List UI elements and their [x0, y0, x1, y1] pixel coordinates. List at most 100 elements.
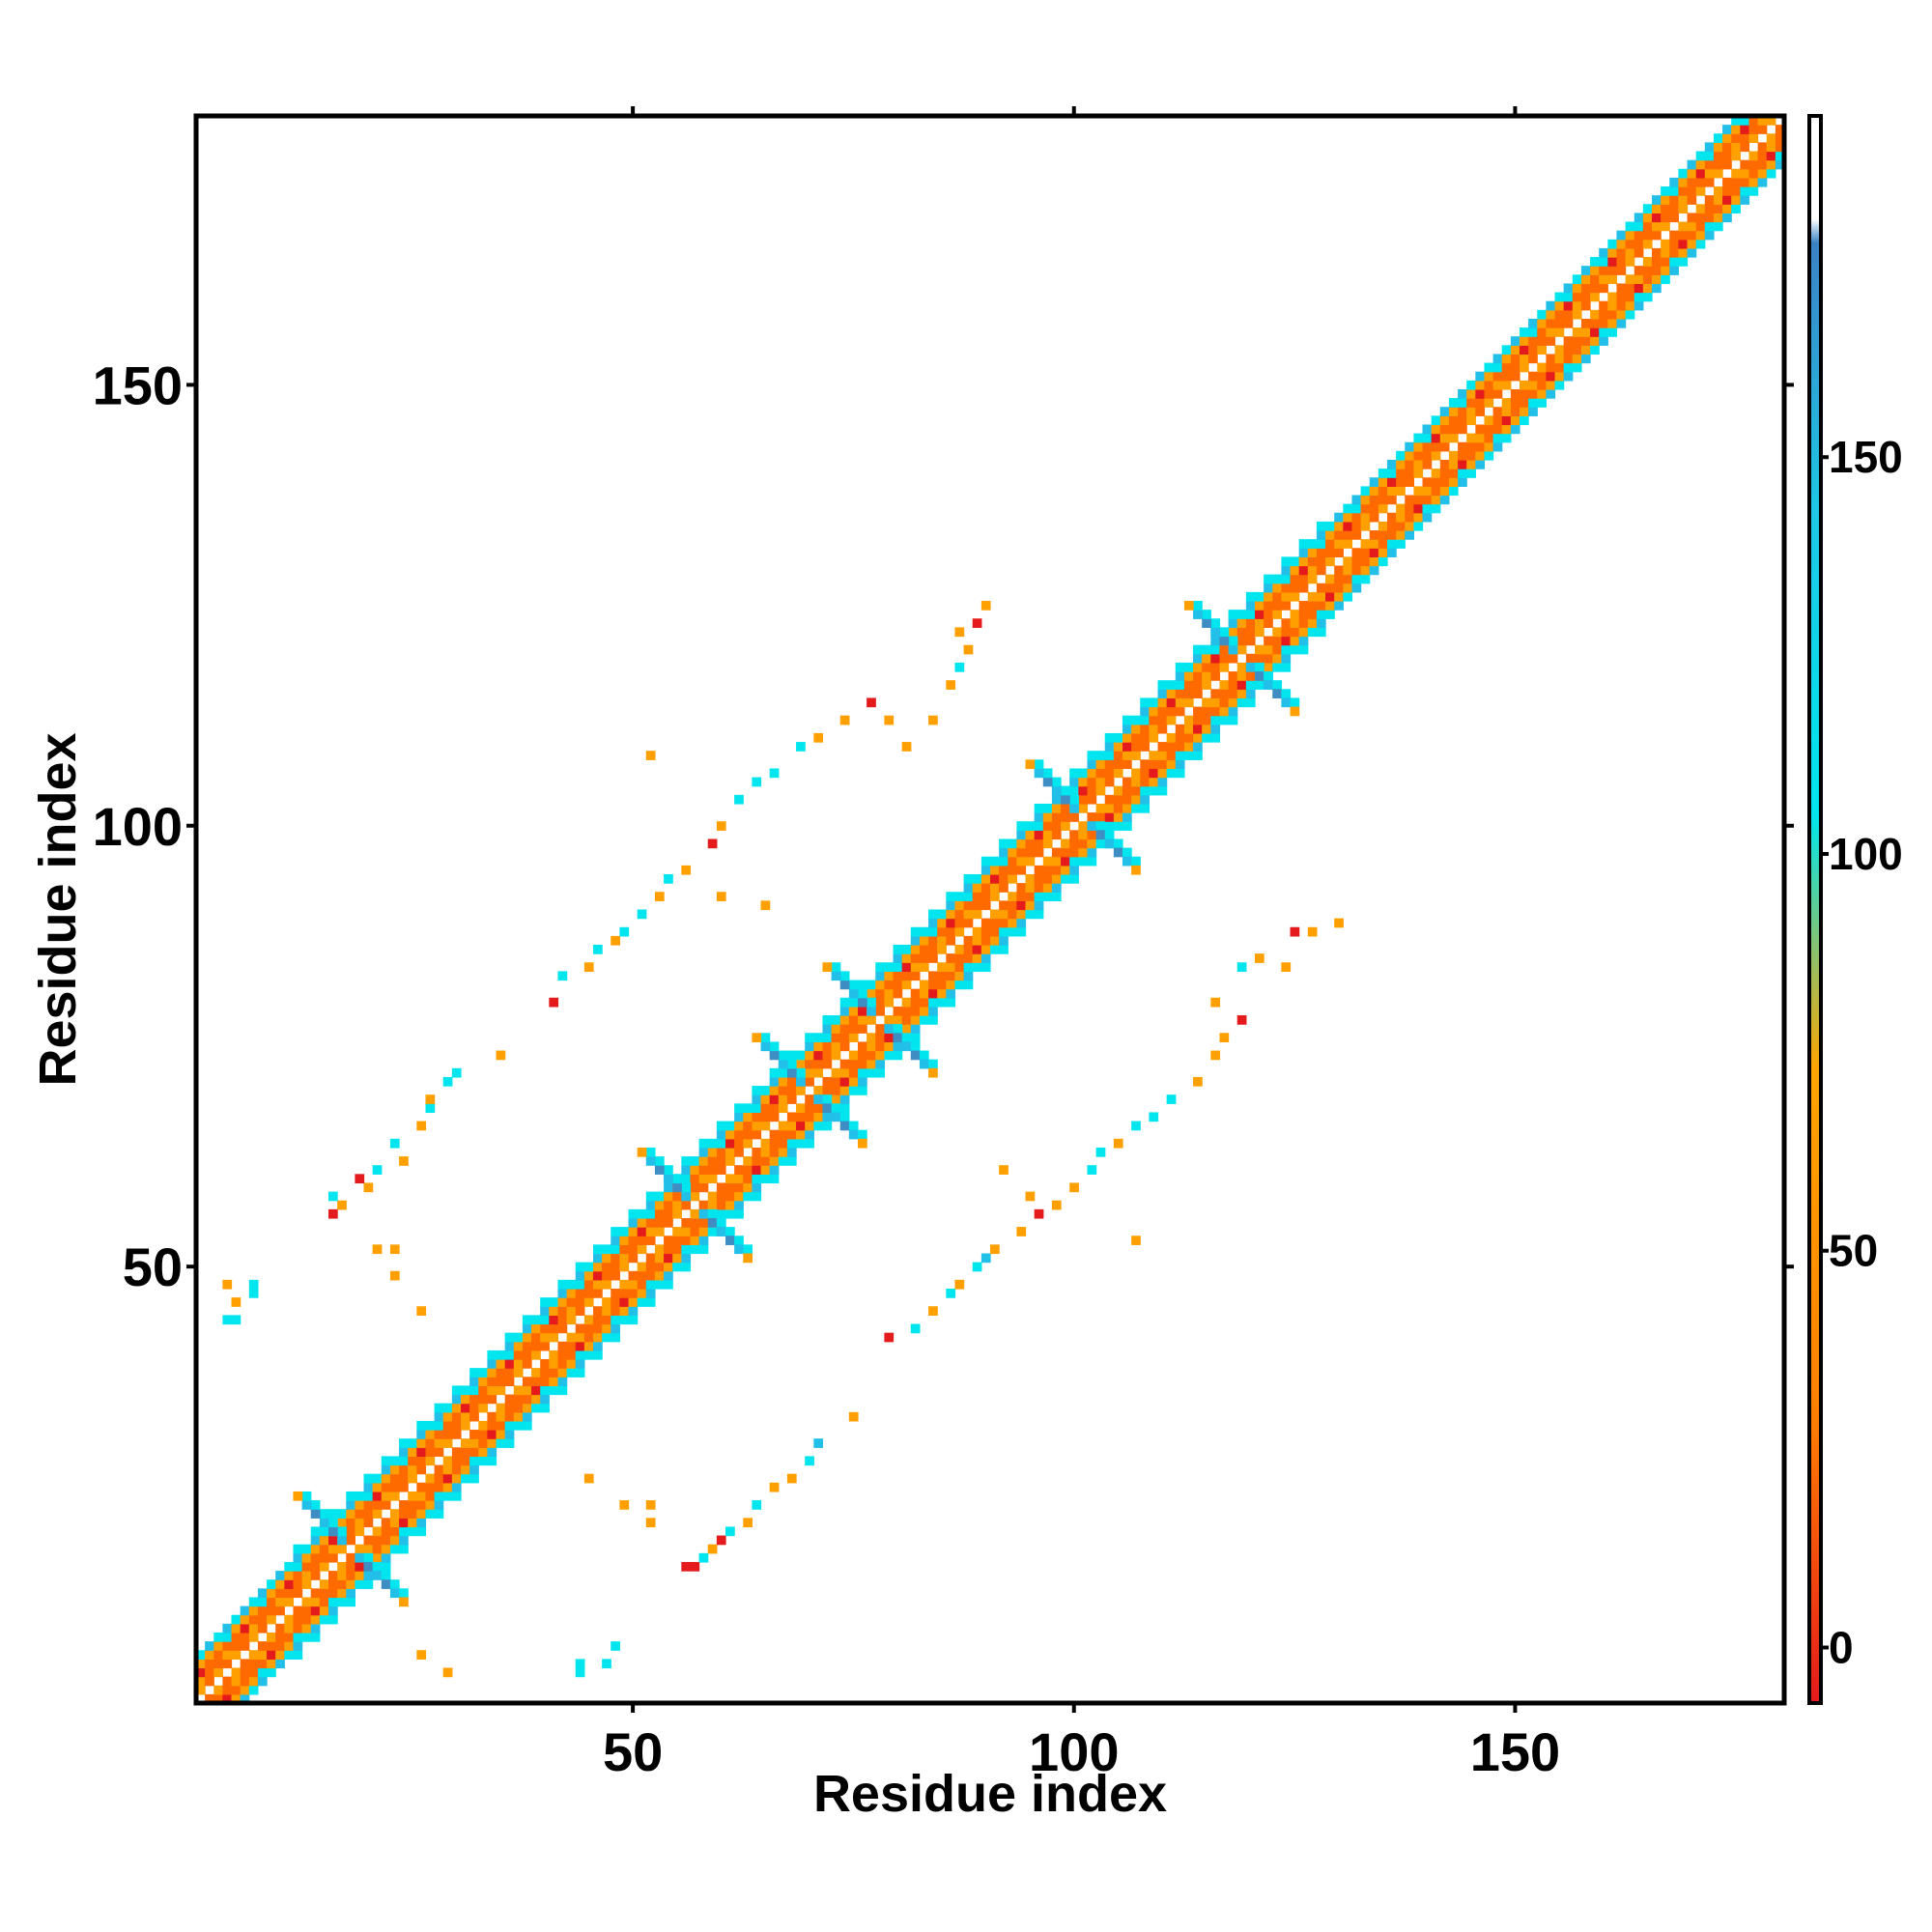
diagonal-cell [1431, 424, 1441, 435]
colorbar-tick-label: 0 [1829, 1622, 1854, 1672]
diagonal-cell [611, 1288, 620, 1298]
diagonal-cell [1016, 918, 1027, 928]
diagonal-cell [1016, 900, 1027, 911]
diagonal-cell [1175, 768, 1185, 779]
diagonal-cell [1484, 450, 1494, 461]
diagonal-cell [389, 1456, 400, 1466]
diagonal-cell [1572, 274, 1582, 285]
diagonal-cell [408, 1438, 417, 1448]
diagonal-cell [1166, 732, 1177, 743]
diagonal-cell [839, 1094, 850, 1104]
diagonal-cell [1298, 556, 1309, 567]
diagonal-cell [1202, 671, 1211, 681]
diagonal-cell [310, 1623, 321, 1634]
diagonal-cell [1652, 283, 1662, 294]
diagonal-cell [1298, 627, 1309, 638]
diagonal-cell [1510, 398, 1520, 408]
crossing-cell [901, 1033, 912, 1043]
diagonal-cell [954, 892, 965, 901]
diagonal-cell [1245, 627, 1256, 638]
contact-cell [602, 1659, 611, 1669]
diagonal-cell [566, 1279, 577, 1290]
diagonal-cell [946, 962, 956, 972]
diagonal-cell [611, 1227, 620, 1236]
diagonal-cell [611, 1236, 620, 1245]
diagonal-cell [690, 1244, 700, 1255]
diagonal-cell [1228, 715, 1238, 725]
diagonal-cell [1607, 292, 1618, 302]
contact-cell [813, 732, 824, 743]
diagonal-cell [1439, 459, 1450, 469]
crossing-cell [1122, 847, 1132, 858]
diagonal-cell [248, 1676, 259, 1687]
diagonal-cell [1413, 503, 1424, 514]
diagonal-cell [461, 1447, 470, 1458]
diagonal-cell [1713, 204, 1723, 214]
diagonal-cell [1369, 539, 1379, 549]
diagonal-cell [257, 1667, 268, 1678]
diagonal-cell [1149, 724, 1159, 734]
diagonal-cell [611, 1270, 620, 1281]
diagonal-cell [954, 918, 965, 928]
diagonal-cell [1122, 812, 1132, 822]
contact-cell [1113, 1138, 1123, 1149]
diagonal-cell [1669, 239, 1679, 249]
diagonal-cell [496, 1359, 506, 1369]
diagonal-cell [1740, 195, 1750, 205]
diagonal-cell [645, 1253, 656, 1264]
diagonal-cell [690, 1236, 700, 1245]
diagonal-cell [1528, 327, 1538, 337]
diagonal-cell [328, 1588, 338, 1599]
diagonal-cell [1228, 689, 1238, 699]
crossing-cell [1210, 627, 1221, 638]
diagonal-cell [504, 1430, 515, 1439]
diagonal-cell [1087, 751, 1097, 760]
diagonal-cell [248, 1659, 259, 1669]
diagonal-cell [654, 1253, 665, 1264]
diagonal-cell [786, 1129, 797, 1140]
diagonal-cell [1307, 618, 1318, 629]
diagonal-cell [796, 1112, 806, 1122]
diagonal-cell [858, 1076, 867, 1087]
diagonal-cell [1078, 777, 1089, 787]
diagonal-cell [1183, 724, 1194, 734]
diagonal-cell [575, 1297, 585, 1307]
diagonal-cell [1157, 768, 1168, 779]
diagonal-cell [1439, 424, 1450, 435]
contact-cell [1210, 1050, 1221, 1061]
diagonal-cell [875, 1050, 885, 1061]
diagonal-cell [1722, 159, 1732, 170]
diagonal-cell [1625, 300, 1635, 311]
diagonal-cell [461, 1403, 470, 1413]
diagonal-cell [1678, 247, 1689, 258]
diagonal-cell [1396, 530, 1406, 540]
diagonal-cell [645, 1191, 656, 1202]
diagonal-cell [1245, 697, 1256, 708]
diagonal-cell [346, 1561, 355, 1572]
diagonal-cell [1704, 177, 1715, 187]
diagonal-cell [690, 1165, 700, 1175]
plot-frame [193, 113, 1787, 1706]
diagonal-cell [1580, 300, 1591, 311]
diagonal-cell [1740, 177, 1750, 187]
diagonal-cell [451, 1456, 462, 1466]
diagonal-cell [496, 1350, 506, 1360]
diagonal-cell [1104, 768, 1115, 779]
diagonal-cell [1413, 433, 1424, 443]
diagonal-cell [1422, 495, 1433, 505]
diagonal-cell [1396, 539, 1406, 549]
diagonal-cell [1580, 318, 1591, 328]
crossing-cell [319, 1509, 329, 1519]
contact-cell [637, 909, 647, 920]
diagonal-cell [813, 1067, 824, 1078]
diagonal-cell [1202, 732, 1211, 743]
diagonal-cell [1466, 388, 1476, 399]
crossing-cell [839, 971, 850, 981]
diagonal-cell [867, 1059, 876, 1069]
diagonal-cell [1051, 892, 1062, 901]
diagonal-cell [1687, 177, 1697, 187]
contact-cell [796, 742, 806, 752]
diagonal-cell [937, 945, 947, 954]
diagonal-cell [1492, 354, 1503, 364]
diagonal-cell [416, 1456, 427, 1466]
